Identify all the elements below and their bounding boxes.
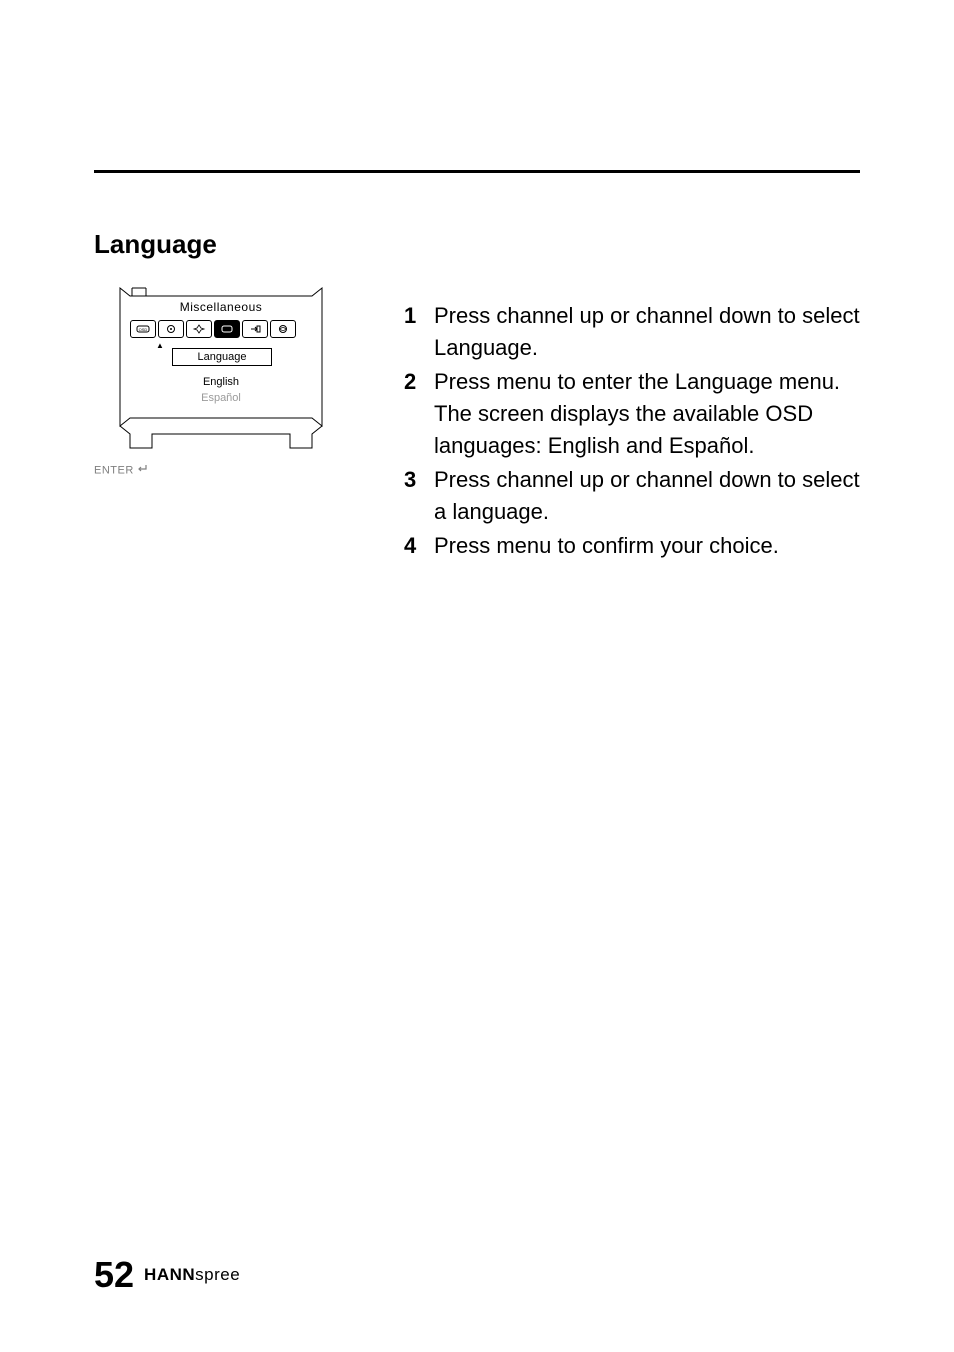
- step-1: Press channel up or channel down to sele…: [404, 300, 860, 364]
- osd-icon-row: OSD: [130, 320, 298, 338]
- osd-option-english: English: [104, 376, 338, 388]
- page-number: 52: [94, 1254, 134, 1296]
- content-row: Miscellaneous OSD: [94, 286, 860, 564]
- brand-label: HANNspree: [144, 1265, 240, 1285]
- step-4: Press menu to confirm your choice.: [404, 530, 860, 562]
- svg-text:OSD: OSD: [139, 327, 148, 332]
- horizontal-rule: [94, 170, 860, 173]
- section-title: Language: [94, 229, 860, 260]
- enter-return-icon: [136, 464, 148, 477]
- osd-tab-icon-1: OSD: [130, 320, 156, 338]
- screen-icon: [220, 324, 234, 334]
- input-icon: [248, 324, 262, 334]
- osd-tab-icon-2: [158, 320, 184, 338]
- osd-panel: Miscellaneous OSD: [104, 286, 338, 458]
- adjust-icon: [192, 324, 206, 334]
- osd-icon: OSD: [136, 324, 150, 334]
- osd-tab-icon-6: [270, 320, 296, 338]
- step-3: Press channel up or channel down to sele…: [404, 464, 860, 528]
- osd-tab-icon-5: [242, 320, 268, 338]
- settings-icon: [164, 324, 178, 334]
- osd-diagram: Miscellaneous OSD: [94, 286, 346, 458]
- arrow-up-icon: ▲: [156, 341, 164, 350]
- enter-text: ENTER: [94, 464, 134, 476]
- instructions-column: Press channel up or channel down to sele…: [404, 286, 860, 564]
- misc-icon: [276, 324, 290, 334]
- brand-light: spree: [195, 1265, 240, 1284]
- step-2: Press menu to enter the Language menu. T…: [404, 366, 860, 462]
- osd-option-espanol: Español: [104, 392, 338, 404]
- osd-tab-icon-4: [214, 320, 240, 338]
- brand-bold: HANN: [144, 1265, 195, 1284]
- osd-enter-label: ENTER: [94, 464, 148, 477]
- page-footer: 52 HANNspree: [94, 1254, 240, 1296]
- osd-selected-tab: Language: [172, 348, 272, 366]
- osd-tab-icon-3: [186, 320, 212, 338]
- osd-panel-title: Miscellaneous: [104, 300, 338, 314]
- steps-list: Press channel up or channel down to sele…: [404, 300, 860, 562]
